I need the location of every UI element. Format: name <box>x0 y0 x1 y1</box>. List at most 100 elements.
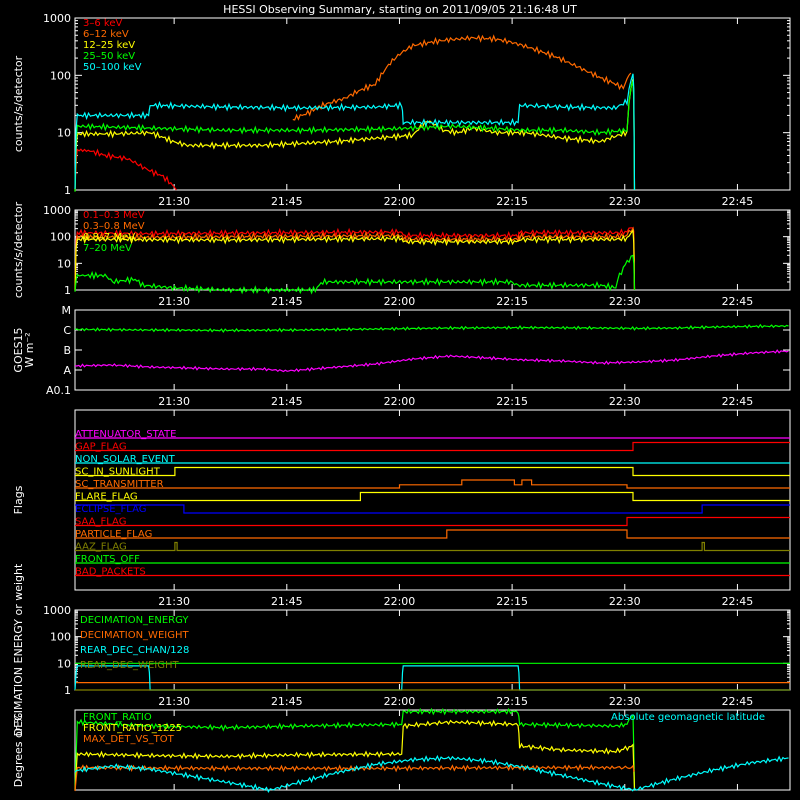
flag-trace <box>75 541 790 552</box>
x-tick-label: 21:45 <box>271 295 303 308</box>
y-tick-label: 100 <box>50 631 71 644</box>
y-axis-label: counts/s/detector <box>12 55 25 152</box>
series-line <box>74 763 635 792</box>
legend-entry: 6–12 keV <box>83 29 129 40</box>
y-tick-label: 1 <box>64 684 71 697</box>
x-tick-label: 22:45 <box>722 295 754 308</box>
chart-title: HESSI Observing Summary, starting on 201… <box>223 3 577 16</box>
x-tick-label: 22:45 <box>722 595 754 608</box>
flag-trace <box>75 466 790 477</box>
series-line <box>74 78 636 192</box>
flag-trace <box>75 516 790 527</box>
annotation-geomagnetic: Absolute geomagnetic latitude <box>611 712 765 723</box>
legend-entry: MAX_DET_VS_TOT <box>83 734 175 745</box>
x-tick-label: 22:15 <box>496 595 528 608</box>
series-line <box>74 229 636 292</box>
x-tick-label: 22:15 <box>496 395 528 408</box>
x-tick-label: 22:00 <box>384 295 416 308</box>
series-line <box>74 323 789 333</box>
y-tick-label: A0.1 <box>46 384 71 397</box>
flag-label: BAD_PACKETS <box>75 567 146 578</box>
x-tick-label: 22:45 <box>722 395 754 408</box>
plot-frame <box>74 709 791 791</box>
y-axis-label: DECIMATION ENERGY or weight <box>12 563 25 736</box>
y-tick-label: 100 <box>50 69 71 82</box>
flag-label: SAA_FLAG <box>75 517 126 528</box>
x-tick-label: 22:15 <box>496 295 528 308</box>
x-tick-label: 21:30 <box>158 595 190 608</box>
flag-label: SC_IN_SUNLIGHT <box>75 467 161 478</box>
flag-label: FRONTS_OFF <box>75 554 140 565</box>
chart-panels: counts/s/detector 21:30 21:45 22:00 22:15 22:… <box>12 12 791 793</box>
flag-label: PARTICLE_FLAG <box>75 529 152 540</box>
y-tick-label: 1 <box>64 284 71 297</box>
flag-trace <box>75 491 790 502</box>
x-tick-label: 22:30 <box>609 595 641 608</box>
series-line <box>74 80 636 192</box>
y-axis-label: counts/s/detector <box>12 201 25 298</box>
y-tick-label: 10 <box>57 657 71 670</box>
flag-label: ATTENUATOR_STATE <box>75 429 176 440</box>
series-line <box>74 707 636 791</box>
y-tick-label: B <box>63 344 71 357</box>
y-tick-label: 1000 <box>43 204 71 217</box>
panel-ratios: Degrees or % FRONT_RATIOFRONT_RATIO_1225M… <box>12 707 791 793</box>
x-tick-label: 21:45 <box>271 595 303 608</box>
y-tick-label: 1000 <box>43 12 71 25</box>
x-tick-label: 21:30 <box>158 195 190 208</box>
series-line <box>292 34 632 121</box>
x-tick-label: 22:30 <box>609 195 641 208</box>
series-line <box>74 719 636 791</box>
x-tick-label: 22:45 <box>722 195 754 208</box>
legend-entry: 0.3–0.8 MeV <box>83 221 145 232</box>
legend-entry: 7–20 MeV <box>83 243 132 254</box>
x-tick-label: 21:45 <box>271 395 303 408</box>
flag-trace <box>75 529 790 539</box>
series-line <box>74 227 636 291</box>
y-tick-label: 1 <box>64 184 71 197</box>
series-line <box>74 73 636 191</box>
flag-trace <box>75 504 790 514</box>
legend-entry: REAR_DEC_WEIGHT <box>80 660 179 671</box>
legend-entry: 12–25 keV <box>83 40 135 51</box>
flag-label: AAZ_FLAG <box>75 542 127 553</box>
flag-label: NON_SOLAR_EVENT <box>75 454 176 465</box>
x-tick-label: 22:00 <box>384 395 416 408</box>
legend-entry: FRONT_RATIO_1225 <box>83 723 182 734</box>
plot-frame <box>74 209 791 291</box>
x-tick-label: 22:45 <box>722 695 754 708</box>
x-tick-label: 21:30 <box>158 695 190 708</box>
panel-rates_high: counts/s/detector 21:30 21:45 22:00 22:15 22:… <box>12 201 791 308</box>
x-tick-label: 21:45 <box>271 695 303 708</box>
flag-label: FLARE_FLAG <box>75 492 138 503</box>
plot-frame <box>74 17 791 191</box>
x-tick-label: 22:15 <box>496 695 528 708</box>
panel-flags: Flags 21:30 21:45 22:00 22:15 22:30 22:45 ATTEN… <box>12 409 791 608</box>
series-line <box>74 148 177 191</box>
flag-label: ECLIPSE_FLAG <box>75 504 146 515</box>
x-tick-label: 22:00 <box>384 195 416 208</box>
y-tick-label: A <box>63 364 71 377</box>
legend-entry: REAR_DEC_CHAN/128 <box>80 645 189 656</box>
y-axis-label: GOES15 <box>12 327 25 372</box>
y-tick-label: 100 <box>50 231 71 244</box>
legend-entry: FRONT_RATIO <box>83 712 152 723</box>
legend-entry: DECIMATION_WEIGHT <box>80 630 189 641</box>
x-tick-label: 22:00 <box>384 695 416 708</box>
y-axis-label: Flags <box>12 485 25 514</box>
legend-entry: 25–50 keV <box>83 51 135 62</box>
flag-trace <box>75 441 790 452</box>
series-line <box>74 254 636 295</box>
flag-label: SC_TRANSMITTER <box>75 479 164 490</box>
y-axis-unit: W m⁻² <box>23 332 36 367</box>
y-tick-label: C <box>63 324 71 337</box>
legend-entry: 50–100 keV <box>83 62 142 73</box>
y-tick-label: 1000 <box>43 604 71 617</box>
x-tick-label: 21:30 <box>158 395 190 408</box>
legend-entry: 3–6 keV <box>83 18 122 29</box>
panel-decimation: DECIMATION ENERGY or weight 21:30 21:45 22:… <box>12 563 791 736</box>
x-tick-label: 22:15 <box>496 195 528 208</box>
panel-rates: counts/s/detector 21:30 21:45 22:00 22:15 22:… <box>12 12 791 208</box>
